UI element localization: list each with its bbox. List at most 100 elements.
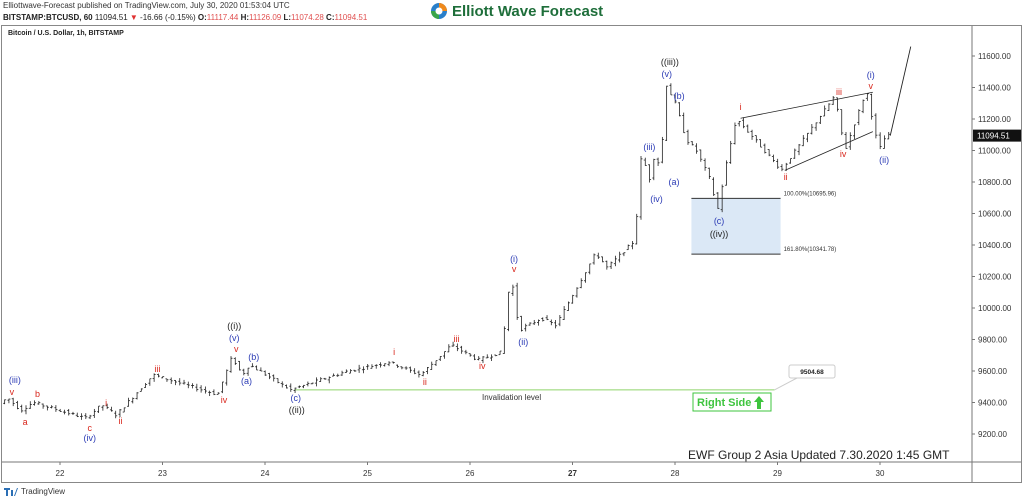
down-triangle-icon: ▼ (129, 13, 138, 22)
y-tick-label: 10200.00 (978, 273, 1012, 282)
wave-label: ((ii)) (289, 405, 305, 415)
last-price: 11094.51 (94, 13, 128, 22)
published-line: Elliottwave-Forecast published on Tradin… (3, 1, 290, 10)
wave-label: b (35, 389, 40, 399)
wave-label: ii (784, 172, 788, 182)
wave-label: (iii) (9, 375, 21, 385)
invalidation-label: Invalidation level (482, 393, 541, 402)
price-change: -16.66 (-0.15%) (140, 13, 196, 22)
wave-label: v (512, 264, 517, 274)
wave-label: (a) (668, 177, 679, 187)
wave-label: (iv) (83, 433, 96, 443)
x-tick-label: 30 (876, 469, 885, 478)
fib-level-label: 161.80%(10341.78) (784, 247, 837, 253)
y-tick-label: 9800.00 (978, 336, 1007, 345)
projection-line (889, 46, 912, 136)
y-tick-label: 11200.00 (978, 115, 1011, 124)
open-value: 11117.44 (206, 13, 239, 22)
y-tick-label: 9600.00 (978, 367, 1007, 376)
wave-label: (c) (714, 216, 725, 226)
close-value: 11094.51 (334, 13, 368, 22)
last-price-tag-text: 11094.51 (977, 132, 1010, 141)
x-tick-label: 29 (773, 469, 782, 478)
open-label: O: (197, 13, 207, 22)
right-side-label: Right Side (697, 397, 751, 409)
logo-text: Elliott Wave Forecast (452, 2, 604, 20)
low-value: 11074.28 (291, 13, 324, 22)
wave-label: iii (836, 87, 842, 97)
close-label: C: (326, 13, 335, 22)
wave-label: ii (118, 416, 122, 426)
x-tick-label: 24 (261, 469, 270, 478)
chart-title: Bitcoin / U.S. Dollar, 1h, BITSTAMP (8, 30, 124, 37)
wave-label: i (740, 102, 742, 112)
y-tick-label: 9200.00 (978, 430, 1007, 439)
high-label: H: (240, 13, 250, 22)
x-tick-label: 25 (363, 469, 372, 478)
tradingview-text: TradingView (21, 487, 66, 496)
wave-label: v (10, 387, 15, 397)
wave-label: ((i)) (227, 321, 241, 331)
low-label: L: (283, 13, 292, 22)
fib-box (691, 198, 781, 255)
x-tick-label: 28 (671, 469, 680, 478)
tradingview-logo: TradingView (4, 487, 65, 496)
wave-label: (v) (662, 69, 673, 79)
wave-label: a (23, 417, 28, 427)
symbol: BITSTAMP:BTCUSD, 60 (3, 13, 93, 22)
ewf-logo-icon (431, 3, 447, 19)
wave-label: v (234, 344, 239, 354)
up-arrow-icon (754, 396, 764, 409)
price-label-leader (774, 377, 798, 391)
high-value: 11126.09 (249, 13, 282, 22)
wave-label: (i) (867, 70, 875, 80)
wave-label: ((iii)) (661, 57, 679, 67)
y-tick-label: 11000.00 (978, 147, 1011, 156)
x-tick-label: 22 (56, 469, 65, 478)
wave-label: (iii) (643, 142, 655, 152)
wave-label: (ii) (879, 155, 889, 165)
symbol-quote-line: BITSTAMP:BTCUSD, 60 11094.51 ▼ -16.66 (-… (3, 13, 367, 22)
wave-label: iii (154, 364, 160, 374)
wave-label: (b) (248, 352, 259, 362)
wave-label: i (393, 347, 395, 357)
wave-label: iv (221, 395, 228, 405)
wedge-trendline (785, 131, 873, 171)
wave-label: iv (479, 361, 486, 371)
wave-label: (i) (510, 254, 518, 264)
wave-label: ii (423, 377, 427, 387)
ewf-logo: Elliott Wave Forecast (430, 2, 603, 20)
y-tick-label: 10600.00 (978, 210, 1012, 219)
y-tick-label: 9400.00 (978, 399, 1007, 408)
y-tick-label: 10400.00 (978, 241, 1012, 250)
wave-label: c (87, 423, 92, 433)
wedge-trendline (740, 91, 873, 119)
chart-frame (1, 25, 1022, 483)
price-label-box (788, 364, 836, 379)
wave-label: (a) (241, 376, 252, 386)
last-price-tag (973, 129, 1021, 142)
wave-label: (v) (229, 333, 240, 343)
y-tick-label: 11600.00 (978, 52, 1011, 61)
y-tick-label: 10000.00 (978, 304, 1012, 313)
y-tick-label: 10800.00 (978, 178, 1012, 187)
wave-label: (iv) (650, 194, 663, 204)
wave-label: (c) (291, 393, 302, 403)
x-tick-label: 27 (568, 469, 577, 478)
wave-label: ((iv)) (710, 229, 729, 239)
fib-level-label: 100.00%(10695.96) (784, 191, 837, 197)
wave-label: iii (454, 334, 460, 344)
x-tick-label: 23 (158, 469, 167, 478)
update-note: EWF Group 2 Asia Updated 7.30.2020 1:45 … (688, 448, 950, 462)
x-tick-label: 26 (466, 469, 475, 478)
invalidation-price-label: 9504.68 (800, 369, 824, 376)
wave-label: v (869, 81, 874, 91)
y-tick-label: 11400.00 (978, 84, 1011, 93)
right-side-box (692, 392, 772, 412)
wave-label: iv (840, 149, 847, 159)
wave-label: (ii) (518, 337, 528, 347)
tradingview-icon (4, 487, 18, 496)
wave-label: (b) (674, 91, 685, 101)
wave-label: i (105, 398, 107, 408)
